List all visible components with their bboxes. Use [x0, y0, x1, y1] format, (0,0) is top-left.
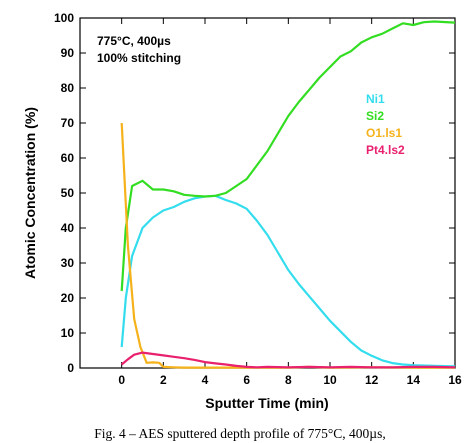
y-axis-title: Atomic Concentration (%)	[22, 107, 38, 279]
plot-frame	[79, 17, 456, 369]
figure-caption: Fig. 4 – AES sputtered depth profile of …	[94, 426, 385, 441]
legend-entry: Si2	[366, 109, 384, 123]
x-tick-label: 8	[285, 373, 292, 387]
y-tick-label: 30	[61, 256, 75, 270]
series-line-pt4-ls2	[120, 351, 456, 369]
y-tick-label: 20	[61, 291, 75, 305]
legend: Ni1 Si2 O1.ls1 Pt4.ls2	[366, 92, 405, 157]
y-tick-label: 90	[61, 46, 75, 60]
y-tick-label: 60	[61, 151, 75, 165]
x-axis-title: Sputter Time (min)	[205, 395, 328, 411]
y-tick-label: 0	[67, 361, 74, 375]
y-tick-label: 50	[61, 186, 75, 200]
series-lines	[120, 20, 456, 369]
x-tick-label: 2	[160, 373, 167, 387]
x-tick-label: 14	[407, 373, 421, 387]
x-tick-label: 0	[118, 373, 125, 387]
y-tick-label: 10	[61, 326, 75, 340]
legend-entry: O1.ls1	[366, 126, 402, 140]
annotation-line-1: 775°C, 400µs	[97, 34, 171, 48]
x-tick-label: 6	[243, 373, 250, 387]
series-line-si2	[120, 20, 456, 292]
y-tick-label: 40	[61, 221, 75, 235]
axis-ticks: 0 2 4 6 8 10 12 14 16 0 10 20 30 40 50 60 70 80 90 100	[54, 11, 462, 387]
x-tick-label: 12	[365, 373, 379, 387]
y-tick-label: 70	[61, 116, 75, 130]
y-tick-label: 80	[61, 81, 75, 95]
x-tick-label: 10	[323, 373, 337, 387]
series-line-ni1	[120, 194, 456, 368]
x-tick-label: 16	[448, 373, 462, 387]
series-line-o1-ls1	[120, 122, 455, 369]
y-tick-label: 100	[54, 11, 74, 25]
x-tick-label: 4	[202, 373, 209, 387]
annotation-line-2: 100% stitching	[97, 51, 181, 65]
legend-entry: Pt4.ls2	[366, 143, 405, 157]
legend-entry: Ni1	[366, 92, 385, 106]
